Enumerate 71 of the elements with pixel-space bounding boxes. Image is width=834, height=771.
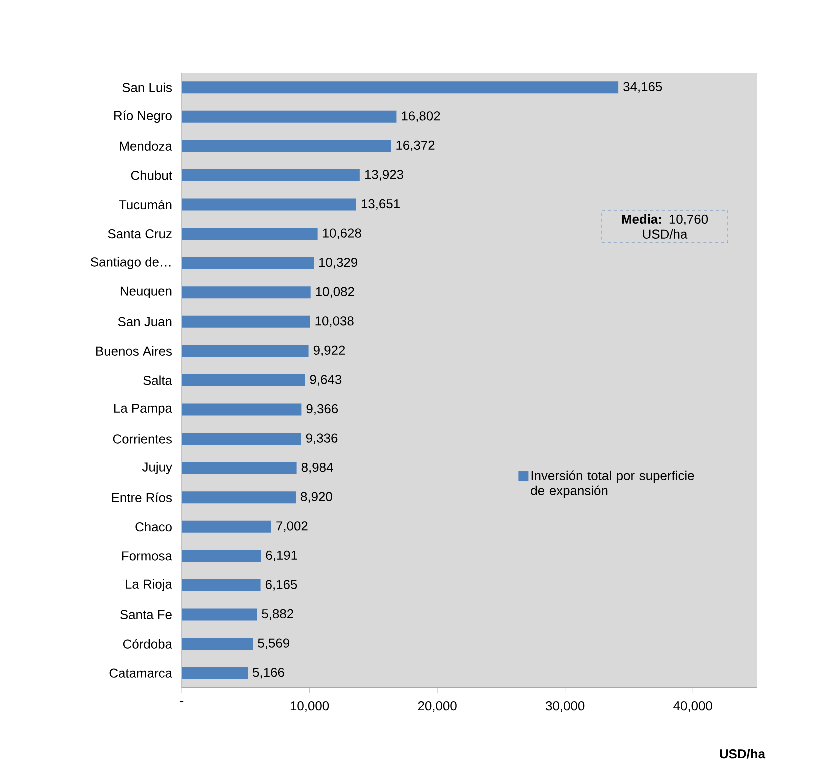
data-label: 9,366 [306,404,338,416]
bar [182,169,360,182]
y-tick-label: La Rioja [126,579,172,592]
data-label: 5,882 [262,609,294,620]
data-label: 9,922 [314,346,346,357]
data-label: 16,372 [396,140,435,152]
y-tick-label: Chaco [136,522,172,532]
bar [182,520,272,533]
y-tick-label: Formosa [122,552,172,561]
data-label: 7,002 [276,522,308,532]
bar [182,374,306,386]
data-label: 6,165 [266,580,298,591]
y-tick-label: Mendoza [120,141,172,151]
bar [182,404,302,416]
bar [182,433,302,446]
data-label: 9,643 [310,375,342,386]
data-label: 10,038 [316,316,354,328]
data-label: 13,651 [362,199,400,210]
data-label: 10,082 [316,287,354,298]
y-tick-label: Santiago de… [91,257,171,270]
data-label: 34,165 [624,82,662,93]
data-label: 8,920 [301,492,332,503]
bar [182,462,297,474]
x-tick-label: 20,000 [418,702,457,712]
bar [182,550,262,562]
y-tick-label: Neuquen [120,286,172,298]
bar [182,198,356,211]
bar [182,286,311,299]
bar [182,667,248,680]
y-tick-label: Santa Cruz [108,229,172,239]
y-tick-label: Corrientes [113,434,172,444]
y-tick-label: Catamarca [110,668,172,678]
y-tick-label: Buenos Aires [96,346,172,356]
y-tick-label: Río Negro [114,110,172,124]
data-label: 16,802 [402,112,440,122]
y-tick-label: Entre Ríos [112,492,172,502]
data-label: 5,166 [253,668,284,679]
bar [182,228,318,240]
x-tick-label: 40,000 [674,702,712,712]
y-tick-label: San Luis [122,82,172,92]
y-tick-label: Santa Fe [120,610,172,620]
y-tick-label: Salta [144,376,172,386]
bar [182,110,397,123]
x-tick-label: - [180,702,184,703]
y-tick-label: Tucumán [119,200,172,210]
bar [182,608,258,621]
data-label: 6,191 [266,550,298,562]
legend-label: Inversión total por superficie de expansión [531,470,694,498]
data-label: 5,569 [258,638,290,650]
data-label: 9,336 [306,434,338,444]
data-label: 10,329 [319,258,358,269]
bar [182,638,254,650]
bar [182,140,392,152]
data-label: 8,984 [302,462,334,474]
bar [182,345,309,358]
bar [182,82,619,94]
bar [182,579,261,592]
y-tick-label: San Juan [118,317,172,327]
x-axis-title: USD/ha [720,749,766,759]
bar [182,492,296,504]
data-label: 10,628 [323,228,362,240]
y-tick-label: La Pampa [114,404,172,416]
x-tick-label: 30,000 [546,702,585,712]
y-tick-label: Chubut [131,170,172,180]
annotation: Media: 10,760 USD/ha [622,214,708,239]
y-tick-label: Jujuy [142,462,172,474]
y-tick-label: Córdoba [123,639,172,649]
bar [182,257,314,270]
data-label: 13,923 [365,170,404,181]
bar [182,316,310,328]
x-tick-label: 10,000 [290,702,330,712]
